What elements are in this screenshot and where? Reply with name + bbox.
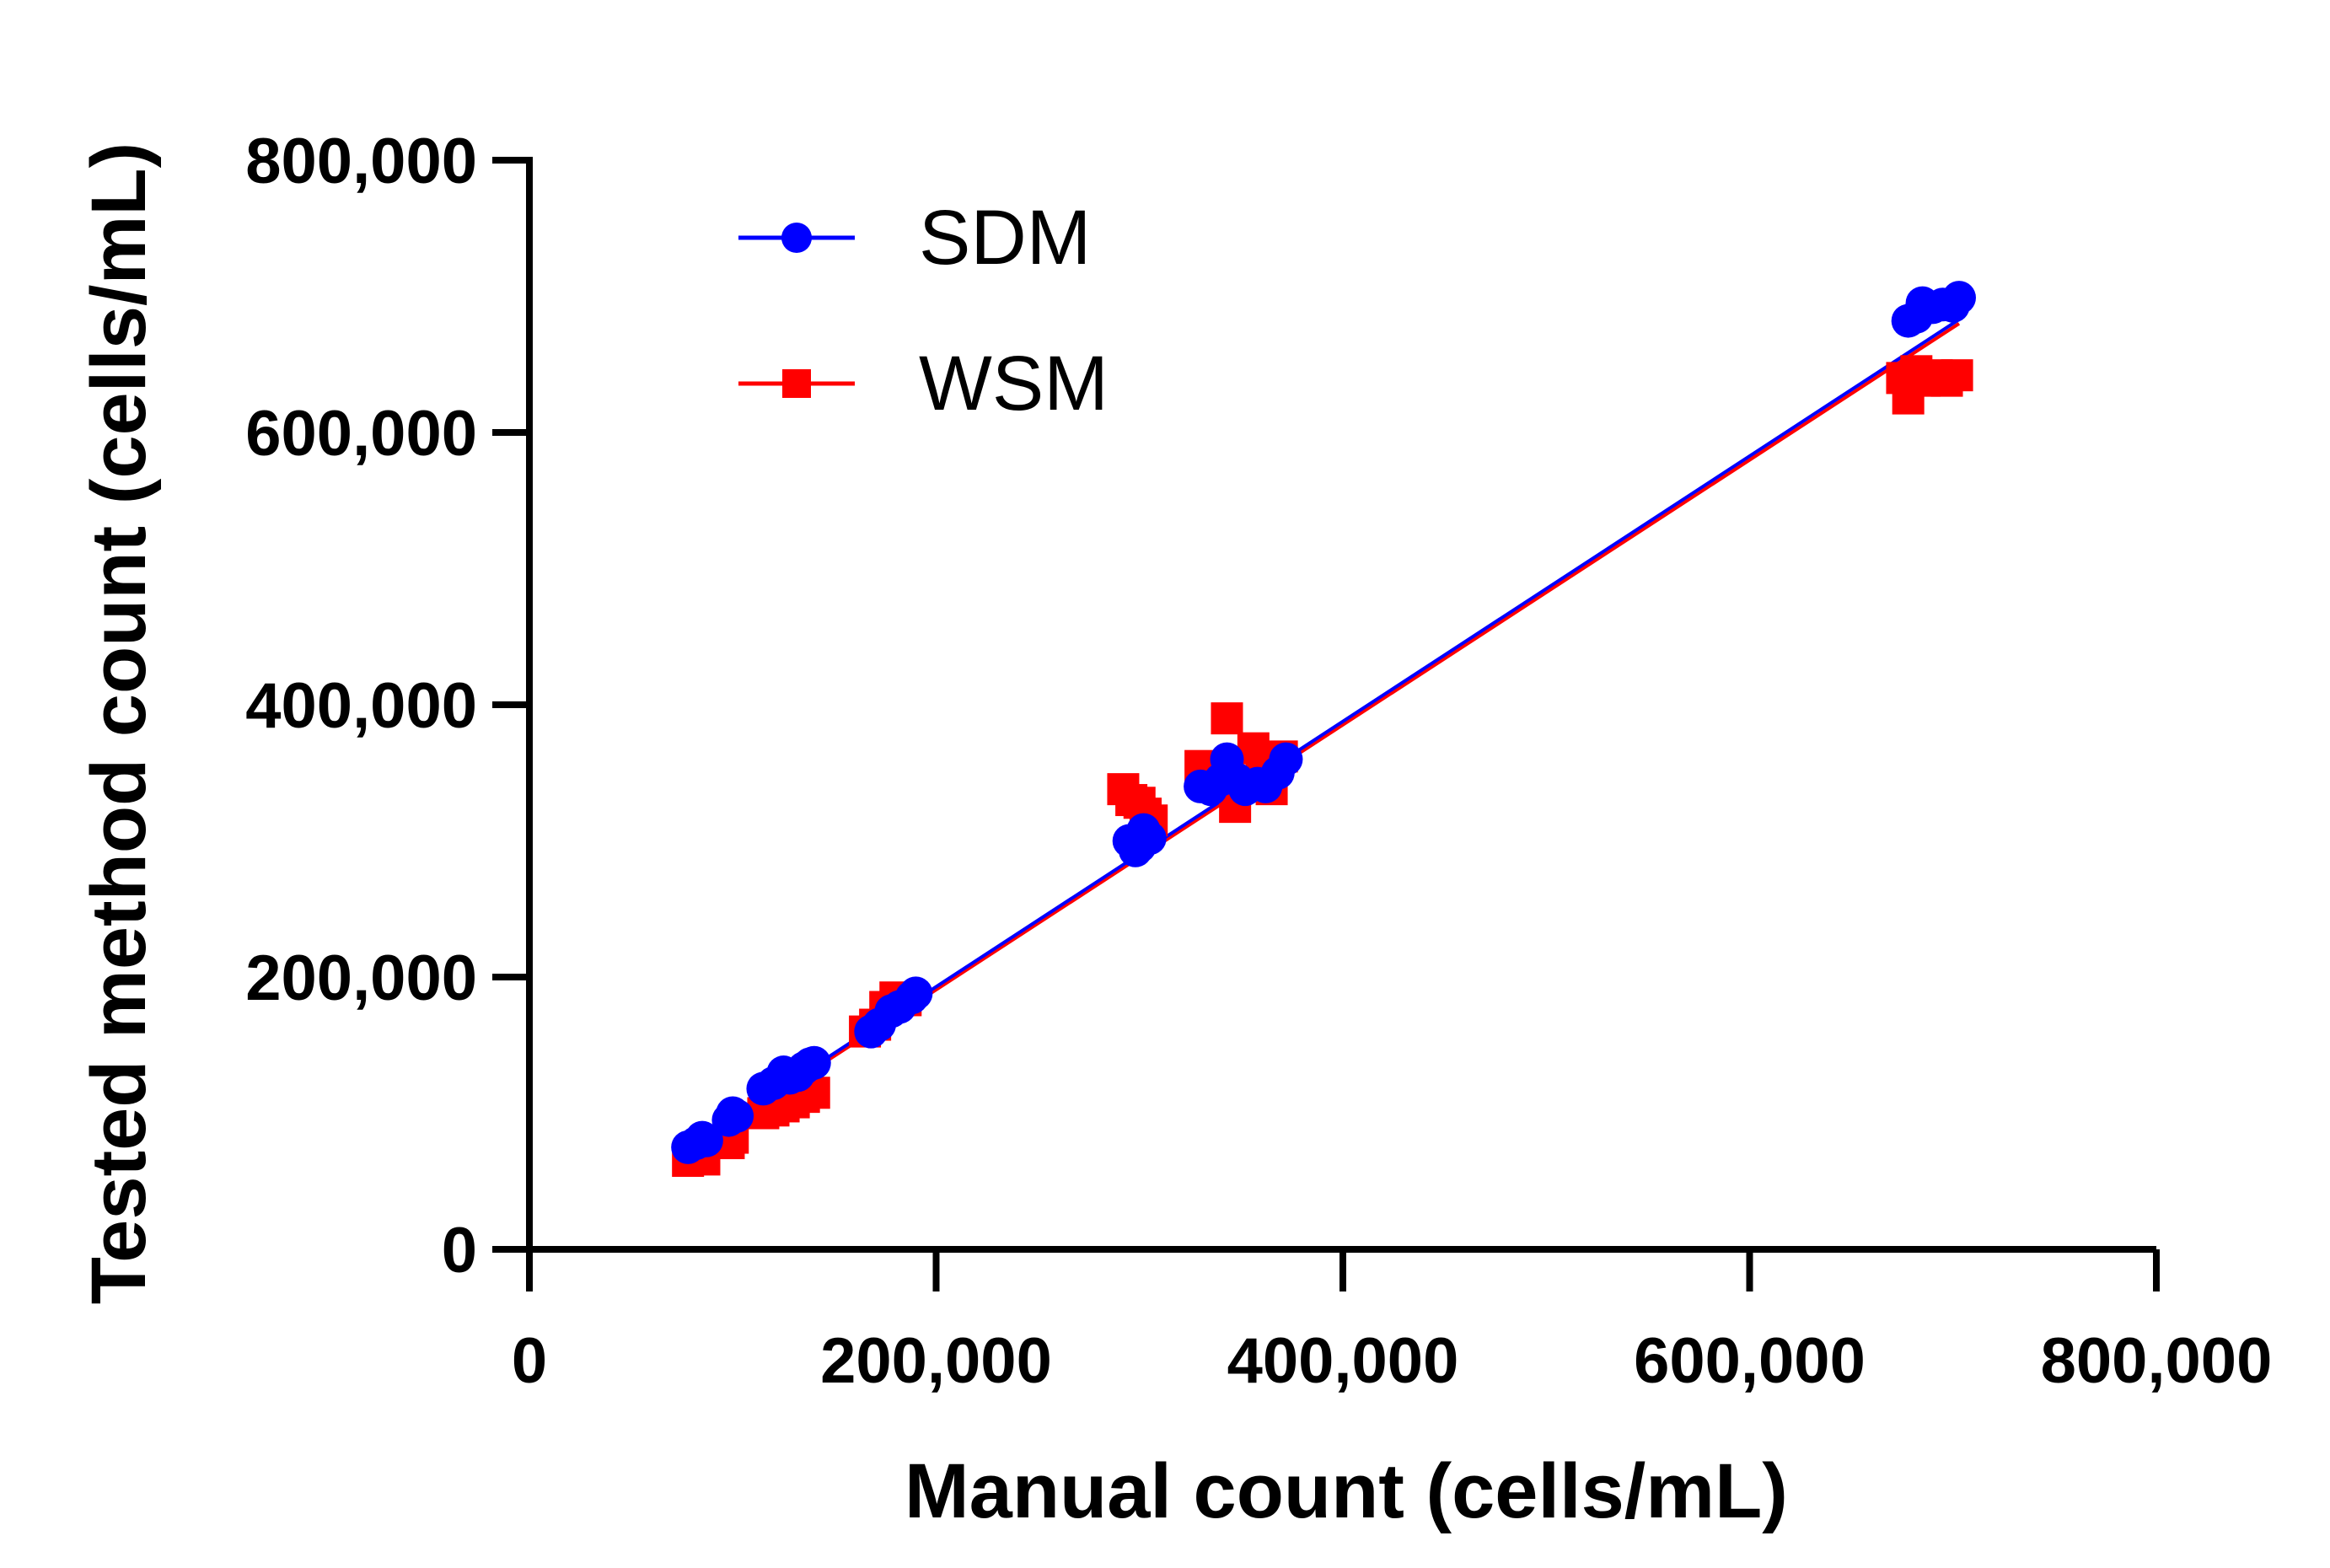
sdm-point xyxy=(899,976,933,1011)
wsm-point xyxy=(1211,702,1243,735)
legend-sdm-marker xyxy=(781,223,812,253)
sdm-point xyxy=(797,1045,831,1080)
legend-wsm-label: WSM xyxy=(919,341,1109,427)
x-tick-label: 0 xyxy=(512,1325,547,1397)
sdm-point xyxy=(1132,821,1167,856)
x-tick-label: 400,000 xyxy=(1227,1325,1459,1397)
legend-item-wsm: WSM xyxy=(738,341,1109,427)
wsm-point xyxy=(1941,359,1973,392)
x-axis-ticks: 0 200,000 400,000 600,000 800,000 xyxy=(512,1249,2273,1397)
x-tick-label: 800,000 xyxy=(2041,1325,2273,1397)
sdm-point xyxy=(720,1098,754,1133)
legend-item-sdm: SDM xyxy=(738,195,1091,281)
legend-wsm-marker xyxy=(782,369,811,398)
sdm-point xyxy=(689,1123,723,1157)
y-tick-label: 600,000 xyxy=(245,398,477,470)
x-axis-title: Manual count (cells/mL) xyxy=(905,1448,1788,1534)
x-tick-label: 600,000 xyxy=(1634,1325,1866,1397)
y-tick-label: 200,000 xyxy=(245,942,477,1014)
legend-sdm-label: SDM xyxy=(919,195,1091,281)
x-tick-label: 200,000 xyxy=(820,1325,1052,1397)
y-tick-label: 800,000 xyxy=(245,126,477,197)
y-axis-title: Tested method count (cells/mL) xyxy=(76,142,162,1304)
data-points xyxy=(671,281,1976,1178)
sdm-point xyxy=(1941,281,1976,315)
sdm-point xyxy=(1269,742,1303,776)
legend: SDM WSM xyxy=(738,195,1109,427)
y-axis-ticks: 0 200,000 400,000 600,000 800,000 xyxy=(245,126,529,1286)
y-tick-label: 400,000 xyxy=(245,670,477,742)
y-tick-label: 0 xyxy=(442,1215,477,1286)
